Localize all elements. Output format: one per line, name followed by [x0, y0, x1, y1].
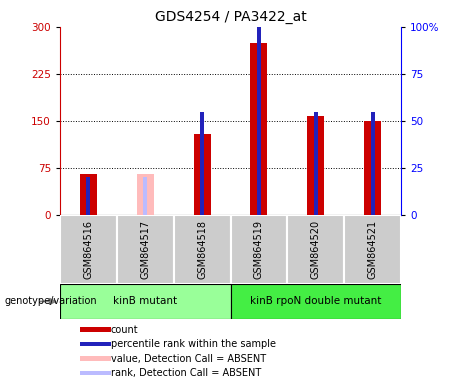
Text: GSM864518: GSM864518 — [197, 220, 207, 279]
Bar — [307, 116, 324, 215]
Bar — [344, 215, 401, 284]
Bar — [79, 328, 111, 332]
Bar — [79, 356, 111, 361]
Text: GSM864517: GSM864517 — [140, 220, 150, 279]
Bar — [117, 215, 174, 284]
Bar — [364, 121, 381, 215]
Bar — [60, 215, 117, 284]
Bar — [79, 371, 111, 375]
Text: GSM864520: GSM864520 — [311, 220, 321, 279]
Bar — [250, 43, 267, 215]
Bar — [174, 215, 230, 284]
Text: percentile rank within the sample: percentile rank within the sample — [111, 339, 276, 349]
Text: rank, Detection Call = ABSENT: rank, Detection Call = ABSENT — [111, 368, 261, 378]
Bar — [230, 284, 401, 319]
Text: value, Detection Call = ABSENT: value, Detection Call = ABSENT — [111, 354, 266, 364]
Bar — [257, 0, 261, 215]
Bar — [230, 215, 287, 284]
Text: count: count — [111, 325, 138, 335]
Bar — [314, 112, 318, 215]
Text: genotype/variation: genotype/variation — [5, 296, 97, 306]
Text: GSM864519: GSM864519 — [254, 220, 264, 279]
Bar — [80, 174, 97, 215]
Bar — [136, 174, 154, 215]
Bar — [86, 177, 90, 215]
Text: GSM864516: GSM864516 — [83, 220, 94, 279]
Bar — [79, 342, 111, 346]
Text: kinB rpoN double mutant: kinB rpoN double mutant — [250, 296, 381, 306]
Bar — [194, 134, 211, 215]
Text: GSM864521: GSM864521 — [367, 220, 378, 279]
Bar — [200, 112, 204, 215]
Bar — [60, 284, 230, 319]
Bar — [287, 215, 344, 284]
Bar — [371, 112, 375, 215]
Bar — [143, 177, 147, 215]
Title: GDS4254 / PA3422_at: GDS4254 / PA3422_at — [154, 10, 307, 25]
Text: kinB mutant: kinB mutant — [113, 296, 177, 306]
